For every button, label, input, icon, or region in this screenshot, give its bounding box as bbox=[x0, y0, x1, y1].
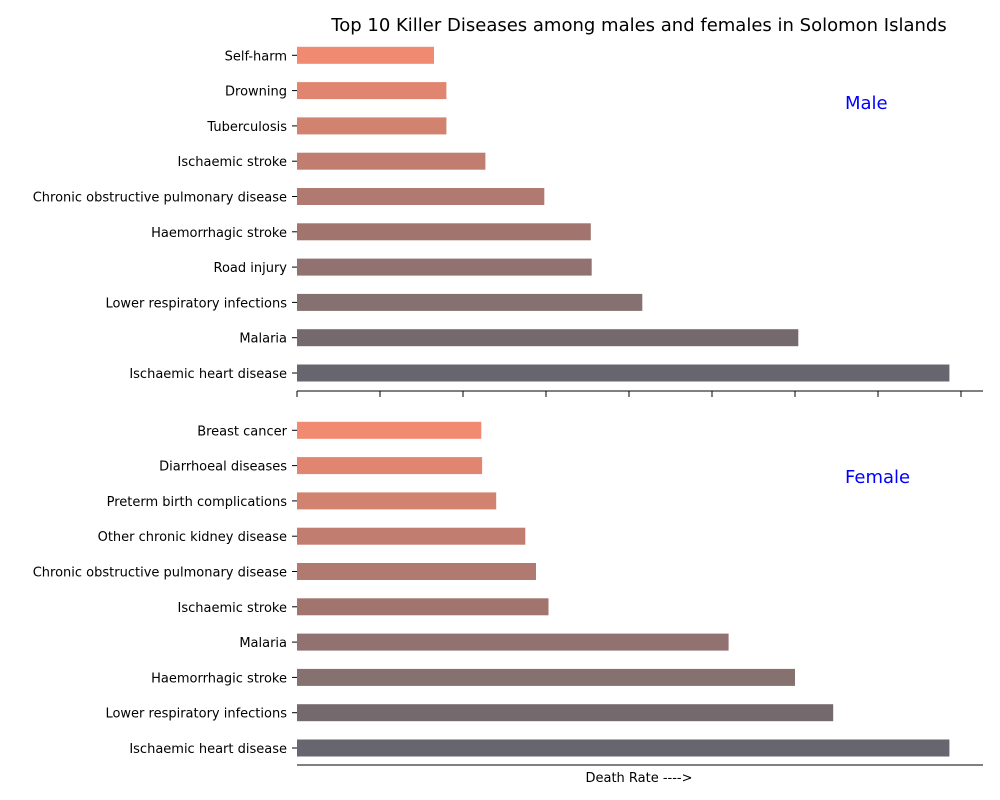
male-category-label: Ischaemic heart disease bbox=[129, 367, 287, 382]
male-bar bbox=[297, 258, 592, 276]
female-category-label: Preterm birth complications bbox=[107, 495, 288, 510]
chart-title: Top 10 Killer Diseases among males and f… bbox=[330, 15, 946, 36]
male-category-label: Road injury bbox=[214, 261, 288, 276]
male-bar bbox=[297, 117, 447, 135]
female-category-label: Ischaemic heart disease bbox=[129, 742, 287, 757]
female-category-label: Breast cancer bbox=[197, 424, 287, 439]
male-category-label: Ischaemic stroke bbox=[178, 155, 287, 170]
x-axis-label: Death Rate ----> bbox=[585, 771, 692, 786]
male-bar bbox=[297, 329, 799, 347]
female-bar bbox=[297, 421, 482, 439]
female-bar bbox=[297, 668, 795, 686]
male-bar bbox=[297, 46, 434, 64]
male-category-label: Chronic obstructive pulmonary disease bbox=[33, 191, 287, 206]
male-category-label: Lower respiratory infections bbox=[105, 296, 287, 311]
male-bar bbox=[297, 364, 950, 382]
female-bar bbox=[297, 527, 526, 545]
male-category-label: Haemorrhagic stroke bbox=[151, 226, 287, 241]
male-category-label: Tuberculosis bbox=[206, 120, 287, 135]
male-bar bbox=[297, 188, 545, 205]
female-category-label: Other chronic kidney disease bbox=[98, 530, 287, 545]
female-bar bbox=[297, 633, 729, 651]
female-bar bbox=[297, 704, 834, 722]
female-bar bbox=[297, 563, 536, 580]
female-category-label: Malaria bbox=[239, 636, 287, 651]
male-bar bbox=[297, 82, 447, 100]
female-category-label: Haemorrhagic stroke bbox=[151, 671, 287, 686]
female-bar bbox=[297, 739, 950, 757]
male-bar bbox=[297, 223, 591, 241]
male-bar bbox=[297, 152, 486, 170]
female-category-label: Chronic obstructive pulmonary disease bbox=[33, 566, 287, 581]
male-panel-label: Male bbox=[845, 93, 888, 114]
female-bar bbox=[297, 492, 497, 510]
male-category-label: Malaria bbox=[239, 332, 287, 347]
female-bar bbox=[297, 598, 549, 616]
male-category-label: Drowning bbox=[225, 85, 287, 100]
female-category-label: Lower respiratory infections bbox=[105, 707, 287, 722]
female-category-label: Diarrhoeal diseases bbox=[159, 460, 287, 475]
female-bar bbox=[297, 457, 483, 475]
female-category-label: Ischaemic stroke bbox=[178, 601, 287, 616]
male-category-label: Self-harm bbox=[225, 49, 287, 64]
female-panel-label: Female bbox=[845, 467, 910, 488]
male-bar bbox=[297, 293, 643, 311]
